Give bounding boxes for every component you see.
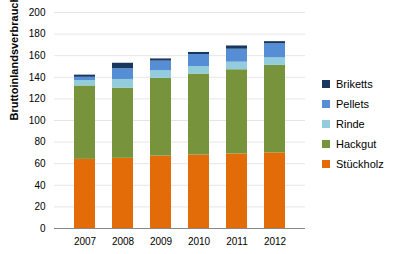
svg-text:Bruttoinlandsverbrauch in PJ: Bruttoinlandsverbrauch in PJ: [8, 0, 20, 121]
html-text:Briketts: Briketts: [336, 78, 373, 90]
svg-text:2012: 2012: [264, 236, 287, 247]
html-text:Pellets: Pellets: [336, 98, 369, 110]
svg-text:180: 180: [29, 28, 46, 39]
svg-text:100: 100: [29, 115, 46, 126]
svg-text:2010: 2010: [188, 236, 211, 247]
html-text:Rinde: Rinde: [336, 118, 365, 130]
svg-text:0: 0: [40, 223, 46, 234]
svg-text:2007: 2007: [74, 236, 97, 247]
svg-text:20: 20: [34, 201, 46, 212]
svg-text:2008: 2008: [112, 236, 135, 247]
svg-text:40: 40: [34, 180, 46, 191]
html-text:Hackgut: Hackgut: [336, 138, 377, 150]
svg-text:160: 160: [29, 50, 46, 61]
html-text:Stückholz: Stückholz: [336, 158, 384, 170]
svg-text:120: 120: [29, 93, 46, 104]
svg-text:200: 200: [29, 7, 46, 18]
svg-text:60: 60: [34, 158, 46, 169]
svg-text:140: 140: [29, 72, 46, 83]
svg-text:2009: 2009: [150, 236, 173, 247]
svg-text:2011: 2011: [226, 236, 248, 247]
svg-text:80: 80: [34, 136, 46, 147]
